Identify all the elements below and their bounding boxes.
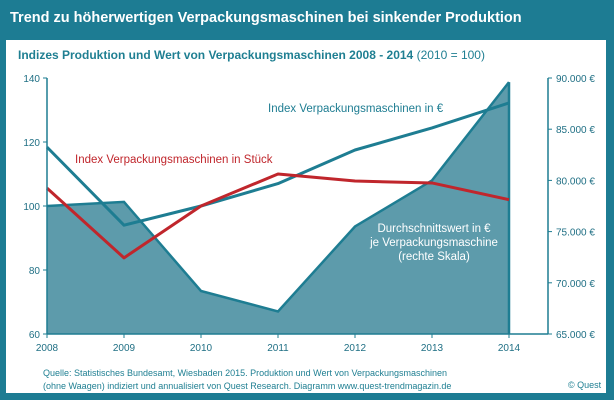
- right-tick-label: 65.000 €: [556, 330, 595, 341]
- copyright: © Quest: [568, 380, 602, 390]
- subtitle-text: Indizes Produktion und Wert von Verpacku…: [18, 48, 414, 62]
- x-tick-label: 2014: [498, 343, 521, 354]
- label-average-value: Durchschnittswert in €: [377, 223, 491, 235]
- right-tick-label: 85.000 €: [556, 125, 595, 136]
- area-average-value: [47, 82, 509, 334]
- source-line-1: Quelle: Statistisches Bundesamt, Wiesbad…: [43, 368, 448, 378]
- x-tick-label: 2011: [267, 343, 289, 354]
- left-tick-label: 120: [23, 138, 40, 149]
- x-tick-label: 2008: [36, 343, 59, 354]
- x-tick-label: 2009: [113, 343, 136, 354]
- label-average-value: (rechte Skala): [398, 251, 470, 263]
- right-tick-label: 75.000 €: [556, 228, 595, 239]
- label-index-units: Index Verpackungsmaschinen in Stück: [75, 154, 273, 166]
- left-tick-label: 140: [23, 74, 40, 85]
- x-tick-label: 2012: [344, 343, 367, 354]
- subtitle-note: (2010 = 100): [416, 48, 485, 62]
- left-tick-label: 100: [23, 202, 40, 213]
- source-note: Quelle: Statistisches Bundesamt, Wiesbad…: [43, 367, 543, 393]
- right-tick-label: 90.000 €: [556, 74, 595, 85]
- label-average-value: je Verpackungsmaschine: [369, 237, 498, 249]
- left-tick-label: 60: [29, 330, 41, 341]
- line-index-value-eur: [45, 101, 510, 227]
- area-average-value-outline: [46, 81, 510, 313]
- source-line-2: (ohne Waagen) indiziert und annualisiert…: [43, 381, 452, 391]
- x-tick-label: 2013: [421, 343, 444, 354]
- chart-title: Trend zu höherwertigen Verpackungsmaschi…: [10, 10, 522, 26]
- right-tick-label: 80.000 €: [556, 176, 595, 187]
- chart-subtitle: Indizes Produktion und Wert von Verpacku…: [18, 48, 598, 62]
- line-index-units: [45, 172, 510, 260]
- x-tick-label: 2010: [190, 343, 213, 354]
- left-tick-label: 80: [29, 266, 41, 277]
- right-tick-label: 70.000 €: [556, 279, 595, 290]
- label-index-value-eur: Index Verpackungsmaschinen in €: [268, 103, 444, 115]
